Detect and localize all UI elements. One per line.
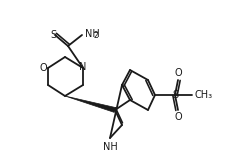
Text: S: S (50, 30, 56, 40)
Text: S: S (172, 90, 178, 100)
Text: CH₃: CH₃ (194, 90, 212, 100)
Text: N: N (79, 62, 87, 72)
Text: O: O (174, 68, 182, 78)
Text: NH: NH (85, 29, 100, 39)
Text: O: O (174, 112, 182, 122)
Text: NH: NH (103, 142, 117, 152)
Polygon shape (65, 96, 116, 112)
Text: O: O (39, 63, 47, 73)
Text: 2: 2 (94, 31, 98, 41)
